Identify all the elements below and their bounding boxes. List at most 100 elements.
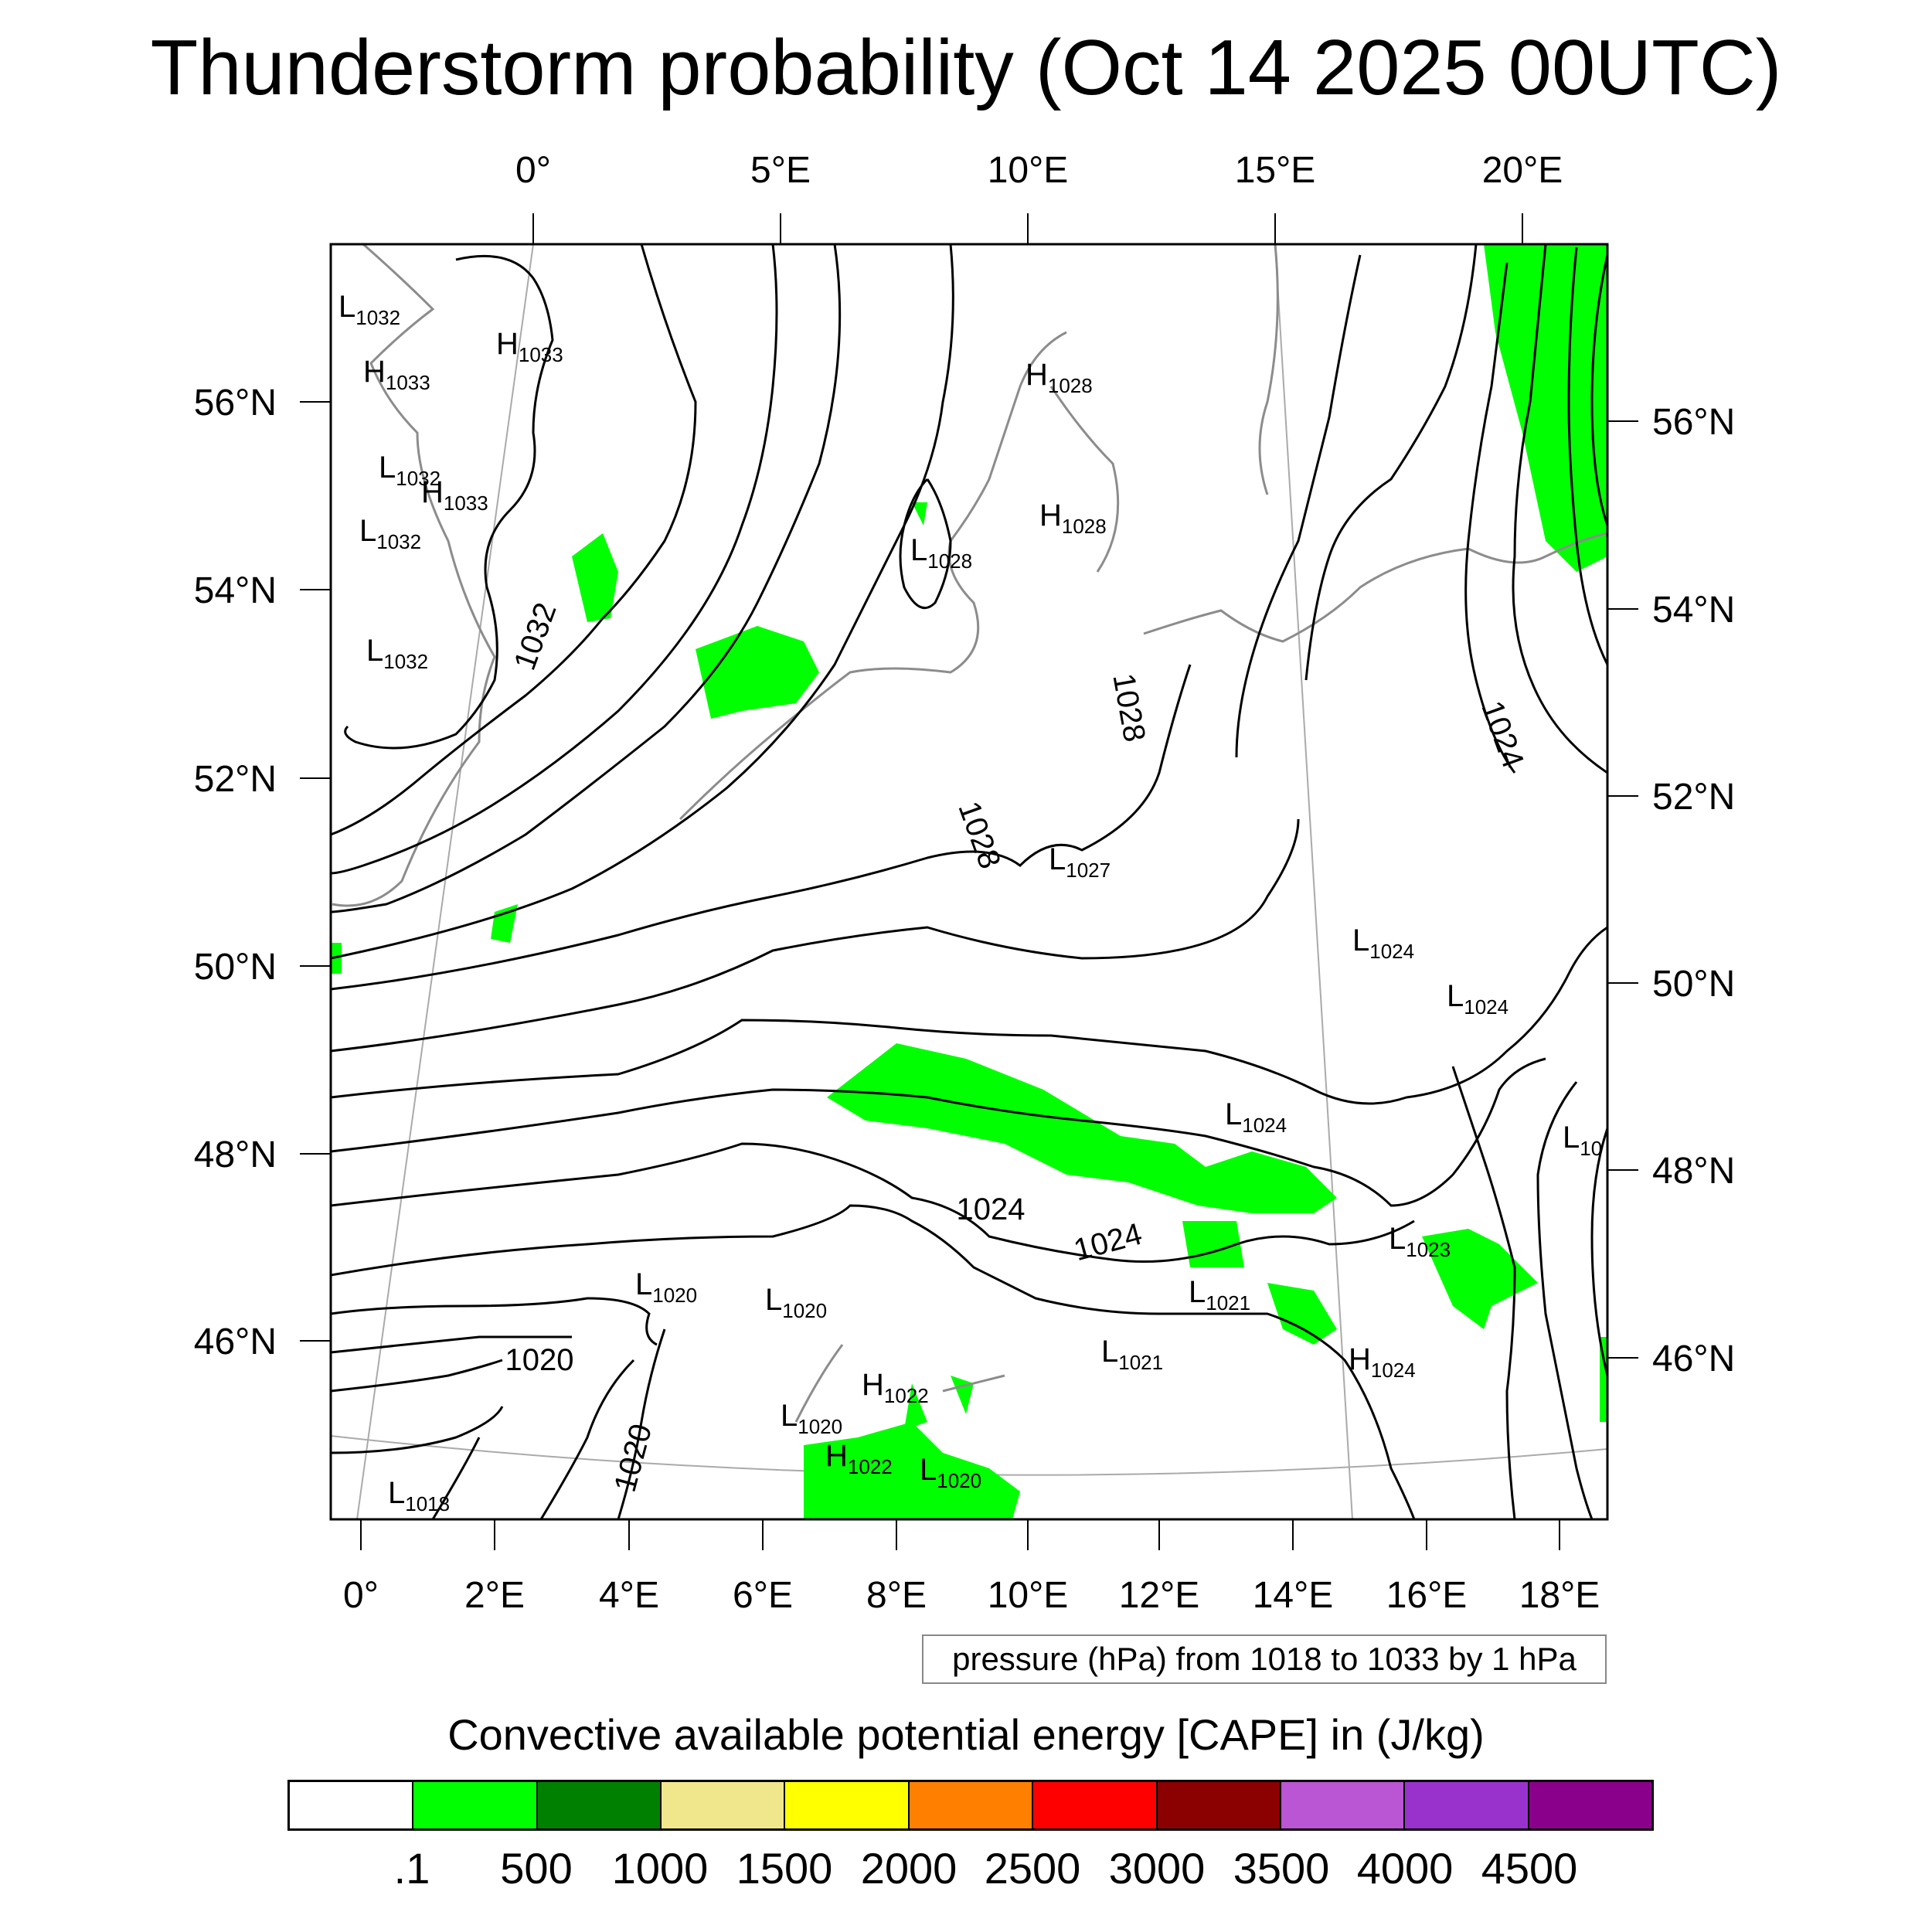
colorbar-swatch: [909, 1782, 1034, 1828]
pressure-center-label: L1032: [379, 451, 440, 490]
colorbar-swatch: [537, 1782, 662, 1828]
pressure-center-label: L1032: [338, 290, 400, 329]
cape-area-belgium: [491, 904, 518, 943]
pressure-center-label: L1020: [765, 1283, 827, 1322]
left-lat-label: 54°N: [194, 570, 277, 611]
isobar-label: 1024: [957, 1192, 1026, 1226]
pressure-center-label: L1032: [366, 634, 428, 673]
pressure-centers: L1032 H1033 H1033 L1032 H1033 L1032 L103…: [338, 290, 1602, 1515]
graticule: [331, 244, 1607, 1519]
pressure-center-label: H1028: [1039, 498, 1107, 538]
top-lon-labels: 0° 5°E 10°E 15°E 20°E: [515, 150, 1563, 191]
colorbar-swatch: [413, 1782, 538, 1828]
pressure-center-label: H1033: [421, 475, 488, 515]
pressure-center-label: L1018: [388, 1476, 450, 1515]
pressure-center-label: H1033: [496, 327, 563, 366]
top-lon-label: 20°E: [1482, 150, 1563, 191]
isobar-label: 1024: [1475, 696, 1530, 773]
cape-area-hungary: [1422, 1229, 1538, 1329]
colorbar-tick-label: 1500: [736, 1844, 833, 1893]
colorbar-tick-label: 4000: [1356, 1844, 1454, 1893]
isobar-label: 1032: [508, 598, 563, 675]
left-lat-label: 52°N: [194, 759, 277, 800]
cape-area-north-italy: [904, 1376, 974, 1430]
cape-area-po-valley: [804, 1422, 1020, 1519]
isobar-label: 1020: [608, 1420, 659, 1495]
bottom-lon-label: 16°E: [1386, 1575, 1468, 1616]
right-lat-label: 46°N: [1652, 1338, 1735, 1379]
right-lat-label: 56°N: [1652, 402, 1735, 443]
right-lat-label: 48°N: [1652, 1151, 1735, 1192]
pressure-center-label: H1033: [363, 355, 430, 394]
top-lon-label: 10°E: [988, 150, 1069, 191]
cape-area-baltic-east: [1484, 244, 1607, 572]
colorbar-tick-label: 2000: [860, 1844, 957, 1893]
colorbar-swatch: [290, 1782, 414, 1828]
top-lon-label: 5°E: [750, 150, 811, 191]
pressure-center-label: L1032: [359, 514, 421, 553]
cape-area-east-edge: [1600, 1337, 1607, 1422]
colorbar-tick-label: 4500: [1481, 1844, 1578, 1893]
colorbar-tick-label: 2500: [984, 1844, 1081, 1893]
top-lon-label: 0°: [515, 150, 551, 191]
pressure-contour-note: pressure (hPa) from 1018 to 1033 by 1 hP…: [922, 1634, 1607, 1684]
colorbar-swatch: [1281, 1782, 1406, 1828]
colorbar-swatch: [1157, 1782, 1281, 1828]
isobars: [331, 244, 1607, 1519]
bottom-lon-label: 18°E: [1519, 1575, 1600, 1616]
pressure-center-label: H1022: [825, 1439, 893, 1478]
pressure-center-label: L1024: [1447, 979, 1509, 1019]
colorbar-tick-label: 1000: [611, 1844, 709, 1893]
right-lat-labels: 56°N 54°N 52°N 50°N 48°N 46°N: [1652, 402, 1735, 1379]
right-lat-label: 52°N: [1652, 777, 1735, 818]
colorbar-tick-label: .1: [393, 1844, 430, 1893]
pressure-center-label: L1021: [1101, 1335, 1163, 1374]
bottom-lon-label: 0°: [343, 1575, 379, 1616]
pressure-center-label: L1020: [635, 1267, 697, 1307]
left-lat-labels: 56°N 54°N 52°N 50°N 48°N 46°N: [194, 383, 277, 1362]
bottom-lon-label: 14°E: [1253, 1575, 1334, 1616]
colorbar-tick-label: 3500: [1233, 1844, 1330, 1893]
top-lon-label: 15°E: [1235, 150, 1316, 191]
pressure-center-label: H1024: [1349, 1342, 1416, 1382]
right-lat-label: 54°N: [1652, 590, 1735, 631]
colorbar-title: Convective available potential energy [C…: [447, 1710, 1485, 1759]
colorbar-swatch: [662, 1782, 786, 1828]
colorbar-swatch: [1405, 1782, 1529, 1828]
plot-frame: [329, 243, 1609, 1521]
pressure-center-label: L1027: [1049, 842, 1111, 882]
colorbar-swatch: [785, 1782, 910, 1828]
cape-area-central-band: [827, 1043, 1337, 1213]
left-lat-label: 48°N: [194, 1134, 277, 1175]
pressure-center-label: H1028: [1026, 358, 1093, 397]
cape-areas: [331, 244, 1607, 1519]
left-lat-label: 50°N: [194, 947, 277, 988]
colorbar-tick-label: 3000: [1108, 1844, 1206, 1893]
pressure-center-label: L1028: [910, 533, 972, 573]
bottom-lon-labels: 0° 2°E 4°E 6°E 8°E 10°E 12°E 14°E 16°E 1…: [343, 1575, 1600, 1616]
left-lat-label: 46°N: [194, 1321, 277, 1362]
bottom-lon-label: 12°E: [1119, 1575, 1200, 1616]
cape-colorbar: [287, 1780, 1654, 1831]
colorbar-swatch: [1033, 1782, 1158, 1828]
pressure-center-label: L1021: [1189, 1275, 1250, 1315]
map-title: Thunderstorm probability (Oct 14 2025 00…: [150, 25, 1782, 111]
pressure-center-label: L1023: [1389, 1222, 1451, 1261]
cape-area-uk-coast: [572, 533, 618, 622]
isobar-label: 1028: [1106, 671, 1151, 744]
bottom-lon-label: 2°E: [464, 1575, 525, 1616]
cape-area-slovenia: [1267, 1283, 1337, 1345]
pressure-center-label: L1024: [1225, 1097, 1287, 1137]
right-lat-label: 50°N: [1652, 964, 1735, 1005]
pressure-center-label: L1020: [781, 1399, 842, 1438]
isobar-label: 1020: [505, 1343, 574, 1377]
bottom-lon-label: 4°E: [599, 1575, 659, 1616]
pressure-center-label: H1022: [862, 1368, 929, 1407]
bottom-lon-label: 6°E: [733, 1575, 793, 1616]
bottom-lon-label: 8°E: [866, 1575, 927, 1616]
bottom-lon-label: 10°E: [988, 1575, 1069, 1616]
pressure-center-label: L1020: [920, 1453, 981, 1492]
isobar-label: 1028: [951, 797, 1007, 873]
cape-area-north-sea-coast: [696, 626, 819, 719]
